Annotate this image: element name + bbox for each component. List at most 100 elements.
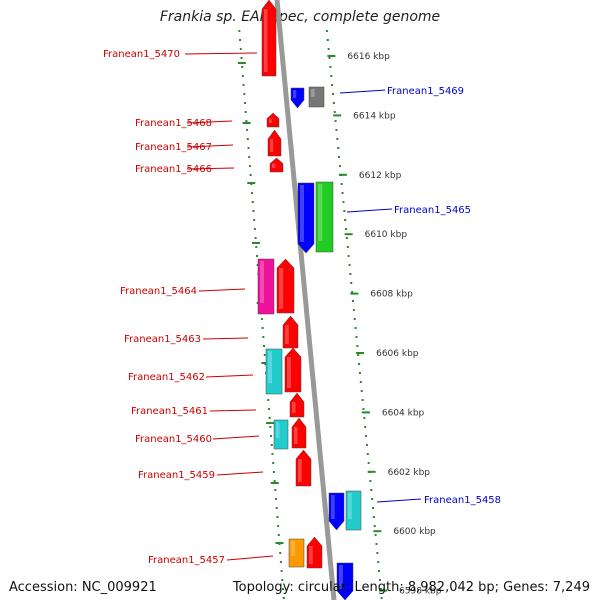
gene-feature[interactable] (315, 181, 334, 253)
gene-label[interactable]: Franean1_5459 (138, 470, 215, 481)
guide-dot-right (372, 516, 375, 518)
guide-dot-left (272, 462, 275, 464)
minor-tick-left (275, 542, 284, 544)
guide-dot-left (251, 192, 254, 194)
gene-feature[interactable] (267, 129, 282, 157)
gene-feature[interactable] (284, 347, 302, 393)
gene-feature[interactable] (265, 348, 283, 395)
gene-feature[interactable] (290, 87, 305, 109)
gene-highlight (268, 351, 272, 383)
guide-dot-left (245, 120, 248, 122)
guide-dot-left (282, 597, 285, 599)
guide-dot-left (280, 570, 283, 572)
gene-feature[interactable] (336, 562, 354, 600)
guide-dot-right (347, 255, 350, 257)
guide-dot-right (352, 309, 355, 311)
gene-highlight (309, 546, 313, 564)
gene-feature[interactable] (297, 182, 315, 254)
minor-tick-left (270, 482, 279, 484)
guide-dot-left (271, 453, 274, 455)
gene-feature[interactable] (295, 449, 312, 487)
guide-dot-right (336, 138, 339, 140)
gene-label[interactable]: Franean1_5469 (387, 86, 464, 97)
guide-dot-left (239, 48, 242, 50)
guide-dot-right (359, 381, 362, 383)
gene-label[interactable]: Franean1_5461 (131, 406, 208, 417)
gene-label[interactable]: Franean1_5465 (394, 205, 471, 216)
guide-dot-right (345, 237, 348, 239)
guide-dot-right (375, 543, 378, 545)
gene-label[interactable]: Franean1_5467 (135, 142, 212, 153)
minor-tick-left (266, 422, 275, 424)
guide-dot-right (333, 111, 336, 113)
gene-feature[interactable] (291, 417, 307, 449)
ruler-label: 6610 kbp (365, 230, 408, 240)
ruler-ticks (237, 30, 383, 599)
gene-feature[interactable] (328, 492, 345, 531)
guide-dot-left (274, 489, 277, 491)
gene-feature[interactable] (266, 112, 280, 128)
guide-dot-left (249, 174, 252, 176)
gene-feature[interactable] (276, 258, 295, 314)
leader-line (205, 374, 254, 378)
gene-label[interactable]: Franean1_5470 (103, 49, 180, 60)
backbone (274, 0, 337, 600)
guide-dot-left (269, 426, 272, 428)
gene-label[interactable]: Franean1_5466 (135, 164, 212, 175)
guide-dot-right (354, 327, 357, 329)
gene-label[interactable]: Franean1_5462 (128, 372, 205, 383)
guide-dot-right (377, 561, 380, 563)
gene-label[interactable]: Franean1_5468 (135, 118, 212, 129)
guide-dot-right (378, 570, 381, 572)
gene-feature[interactable] (282, 315, 299, 349)
guide-dot-left (241, 66, 244, 68)
backbone-line (274, 0, 337, 600)
gene-feature[interactable] (345, 490, 362, 531)
gene-label[interactable]: Franean1_5464 (120, 286, 197, 297)
guide-dot-left (279, 561, 282, 563)
gene-highlight (331, 495, 335, 519)
gene-highlight (276, 422, 280, 438)
gene-feature[interactable] (261, 0, 277, 77)
minor-tick-left (247, 182, 256, 184)
gene-highlight (272, 163, 276, 168)
minor-tick-left (237, 62, 246, 64)
guide-dot-left (267, 408, 270, 410)
gene-highlight (311, 89, 315, 97)
gene-feature[interactable] (306, 536, 323, 569)
gene-label[interactable]: Franean1_5463 (124, 334, 201, 345)
gene-label[interactable]: Franean1_5457 (148, 555, 225, 566)
guide-dot-left (275, 507, 278, 509)
ruler-label: 6614 kbp (353, 111, 396, 121)
gene-feature[interactable] (289, 392, 305, 418)
guide-dot-left (255, 255, 258, 257)
guide-dot-left (282, 588, 285, 590)
guide-dot-left (246, 129, 249, 131)
guide-dot-right (325, 30, 328, 32)
guide-dot-right (331, 84, 334, 86)
gene-feature[interactable] (308, 86, 325, 108)
gene-label[interactable]: Franean1_5460 (135, 434, 212, 445)
gene-labels: Franean1_5470 Franean1_5469 Franean1_5468 F… (103, 49, 501, 566)
ruler-tick (367, 470, 376, 473)
gene-feature[interactable] (273, 419, 289, 450)
gene-label[interactable]: Franean1_5458 (424, 495, 501, 506)
guide-dot-left (263, 345, 266, 347)
ruler-tick (338, 173, 347, 176)
guide-dot-right (345, 228, 348, 230)
gene-feature[interactable] (269, 157, 284, 173)
guide-dot-left (270, 435, 273, 437)
guide-dot-left (239, 39, 242, 41)
guide-dot-right (334, 120, 337, 122)
guide-dot-left (277, 534, 280, 536)
ruler-label: 6600 kbp (393, 527, 436, 537)
guide-dot-left (251, 201, 254, 203)
gene-feature[interactable] (257, 258, 275, 315)
guide-dot-left (263, 354, 266, 356)
guide-dot-right (338, 156, 341, 158)
gene-feature[interactable] (288, 538, 305, 568)
guide-dot-right (360, 390, 363, 392)
gene-highlight (339, 565, 343, 589)
guide-dot-right (371, 498, 374, 500)
leader-line (186, 144, 234, 148)
